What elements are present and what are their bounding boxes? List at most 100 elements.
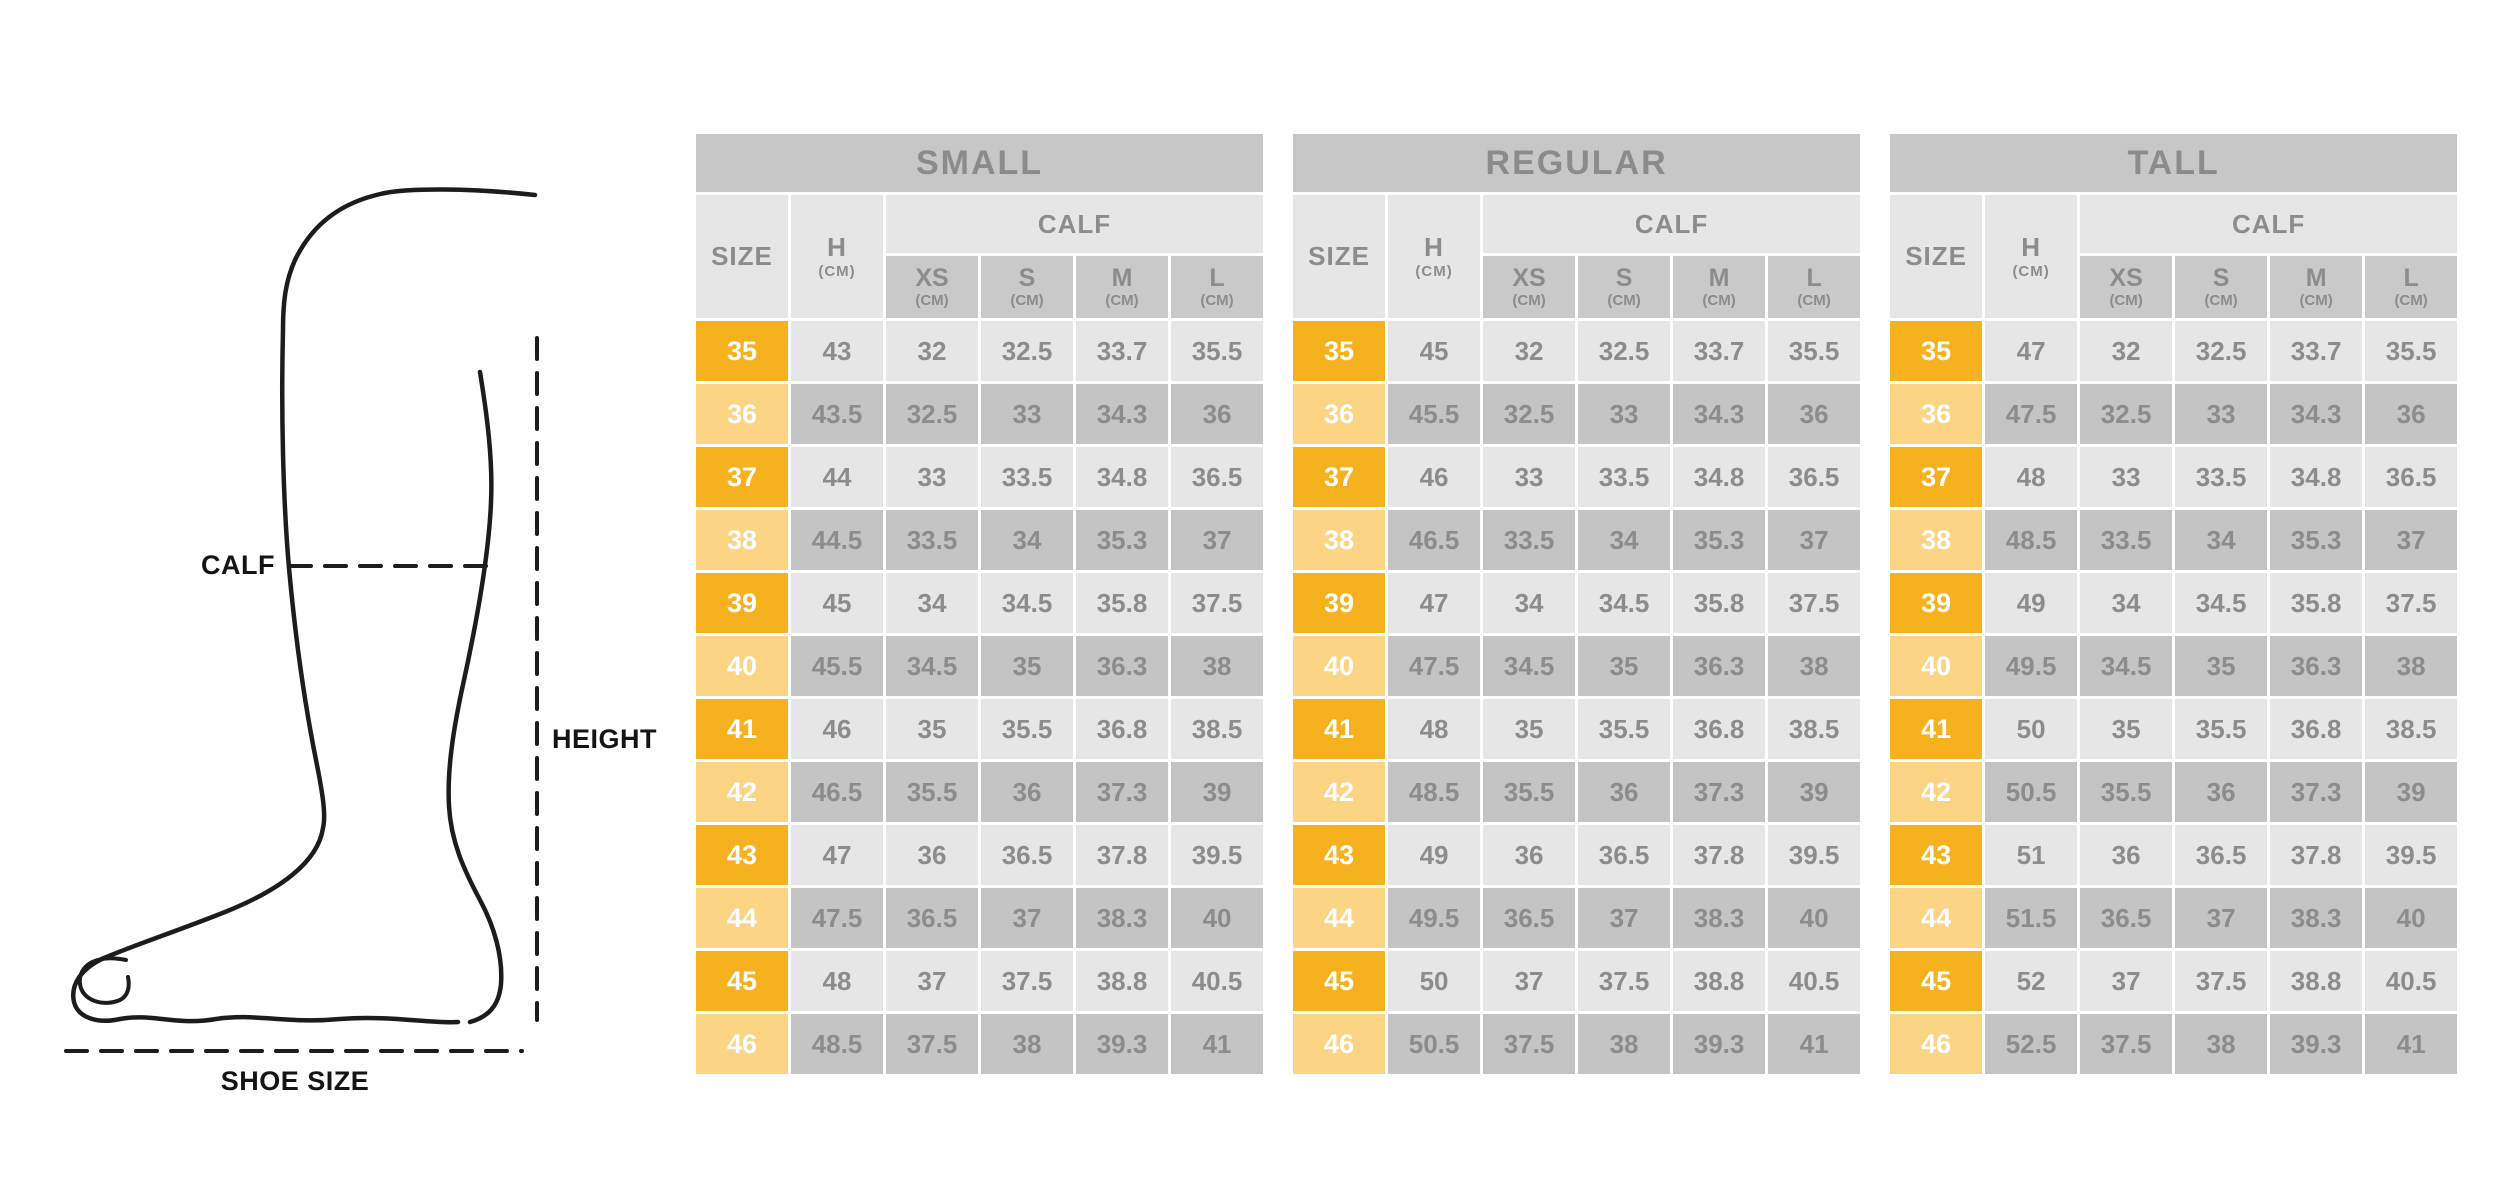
col-header-calf-l: L (CM): [1171, 256, 1264, 318]
value-cell: 34.8: [1673, 447, 1766, 507]
size-cell: 38: [696, 510, 788, 570]
col-header-calf-xs: XS (CM): [1483, 256, 1576, 318]
col-header-height: H (CM): [1388, 195, 1481, 318]
value-cell: 36.5: [2175, 825, 2268, 885]
calf-size-label: M: [1111, 263, 1133, 292]
col-header-height: H (CM): [1985, 195, 2078, 318]
value-cell: 39.3: [1673, 1014, 1766, 1074]
value-cell: 36: [2365, 384, 2458, 444]
value-cell: 50.5: [1388, 1014, 1481, 1074]
col-header-calf-m: M (CM): [1076, 256, 1168, 318]
size-cell: 35: [696, 321, 788, 381]
size-cell: 46: [1890, 1014, 1983, 1074]
value-cell: 35.5: [1171, 321, 1264, 381]
size-cell: 44: [1293, 888, 1386, 948]
col-header-height-label: H: [2021, 232, 2041, 262]
value-cell: 37.5: [2080, 1014, 2173, 1074]
value-cell: 37: [1768, 510, 1861, 570]
value-cell: 34.5: [2175, 573, 2268, 633]
value-cell: 36: [2175, 762, 2268, 822]
value-cell: 36.3: [2270, 636, 2363, 696]
table-row: 43 47 36 36.5 37.8 39.5: [696, 825, 1264, 885]
value-cell: 33: [1483, 447, 1576, 507]
size-cell: 39: [1293, 573, 1386, 633]
value-cell: 38.5: [2365, 699, 2458, 759]
value-cell: 37: [2080, 951, 2173, 1011]
value-cell: 33.5: [981, 447, 1073, 507]
value-cell: 37: [1171, 510, 1264, 570]
table-row: 42 50.5 35.5 36 37.3 39: [1890, 762, 2458, 822]
size-cell: 36: [1293, 384, 1386, 444]
value-cell: 36: [1768, 384, 1861, 444]
value-cell: 33: [981, 384, 1073, 444]
value-cell: 37: [886, 951, 978, 1011]
col-header-calf-l: L (CM): [2365, 256, 2458, 318]
value-cell: 38.8: [1076, 951, 1168, 1011]
size-cell: 36: [696, 384, 788, 444]
calf-size-label: M: [1708, 263, 1730, 292]
value-cell: 36: [1578, 762, 1671, 822]
value-cell: 36: [1171, 384, 1264, 444]
value-cell: 35.5: [886, 762, 978, 822]
value-cell: 34.8: [2270, 447, 2363, 507]
size-table: SMALL SIZE H (CM) CALF XS (CM) S (CM) M (CM) L (CM) 3…: [693, 131, 1267, 1077]
value-cell: 40: [1171, 888, 1264, 948]
value-cell: 39: [1768, 762, 1861, 822]
value-cell: 47: [791, 825, 883, 885]
col-header-height: H (CM): [791, 195, 883, 318]
table-header-row: SIZE H (CM) CALF: [1890, 195, 2458, 318]
value-cell: 37.5: [886, 1014, 978, 1074]
value-cell: 38.3: [2270, 888, 2363, 948]
value-cell: 37.3: [1076, 762, 1168, 822]
value-cell: 34.5: [1578, 573, 1671, 633]
size-cell: 37: [1890, 447, 1983, 507]
value-cell: 40: [2365, 888, 2458, 948]
value-cell: 32.5: [2080, 384, 2173, 444]
value-cell: 50.5: [1985, 762, 2078, 822]
value-cell: 35.3: [1076, 510, 1168, 570]
value-cell: 37.5: [1483, 1014, 1576, 1074]
value-cell: 37: [1578, 888, 1671, 948]
calf-size-unit: (CM): [2204, 291, 2238, 309]
leg-measurement-diagram: CALF HEIGHT SHOE SIZE: [40, 100, 680, 1100]
value-cell: 36.8: [1673, 699, 1766, 759]
value-cell: 49.5: [1388, 888, 1481, 948]
table-title: REGULAR: [1293, 134, 1861, 192]
calf-size-unit: (CM): [2299, 291, 2333, 309]
value-cell: 40.5: [1171, 951, 1264, 1011]
value-cell: 36: [1483, 825, 1576, 885]
value-cell: 48: [1388, 699, 1481, 759]
calf-size-label: XS: [2109, 263, 2143, 292]
value-cell: 36.3: [1673, 636, 1766, 696]
calf-size-unit: (CM): [1702, 291, 1736, 309]
table-row: 39 45 34 34.5 35.8 37.5: [696, 573, 1264, 633]
col-header-calf-m: M (CM): [1673, 256, 1766, 318]
shoe-size-label: SHOE SIZE: [220, 1066, 370, 1096]
col-header-calf-l: L (CM): [1768, 256, 1861, 318]
col-header-height-label: H: [827, 232, 847, 262]
value-cell: 43.5: [791, 384, 883, 444]
value-cell: 44.5: [791, 510, 883, 570]
value-cell: 33.7: [1673, 321, 1766, 381]
value-cell: 37.5: [1171, 573, 1264, 633]
value-cell: 36.5: [886, 888, 978, 948]
table-title-row: TALL: [1890, 134, 2458, 192]
value-cell: 36.5: [1578, 825, 1671, 885]
calf-size-unit: (CM): [1200, 291, 1234, 309]
col-header-size: SIZE: [1890, 195, 1983, 318]
value-cell: 45: [791, 573, 883, 633]
size-cell: 40: [1890, 636, 1983, 696]
value-cell: 35.5: [2080, 762, 2173, 822]
value-cell: 33: [2175, 384, 2268, 444]
table-row: 44 47.5 36.5 37 38.3 40: [696, 888, 1264, 948]
size-cell: 45: [1293, 951, 1386, 1011]
value-cell: 37.5: [1768, 573, 1861, 633]
size-cell: 44: [1890, 888, 1983, 948]
value-cell: 39: [1171, 762, 1264, 822]
table-row: 36 47.5 32.5 33 34.3 36: [1890, 384, 2458, 444]
table-header-row: SIZE H (CM) CALF: [696, 195, 1264, 318]
size-cell: 41: [696, 699, 788, 759]
toe-nail: [77, 956, 131, 1005]
value-cell: 41: [1768, 1014, 1861, 1074]
